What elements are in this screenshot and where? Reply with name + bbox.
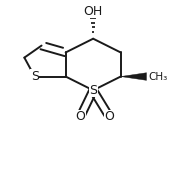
Text: CH₃: CH₃ [148, 72, 167, 82]
Text: O: O [75, 110, 85, 123]
Text: O: O [105, 110, 114, 123]
Polygon shape [121, 73, 146, 80]
Text: S: S [31, 70, 39, 83]
Text: S: S [89, 84, 97, 97]
Text: OH: OH [84, 5, 103, 18]
